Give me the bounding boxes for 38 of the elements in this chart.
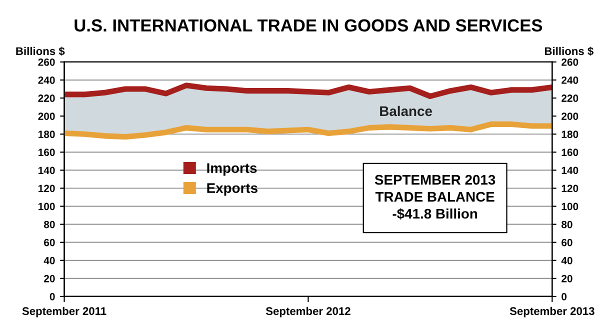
y2-tick-label: 100 <box>562 202 578 210</box>
y-tick-label: 180 <box>38 130 55 138</box>
x-tick-label: September 2011 <box>22 306 106 318</box>
chart-title: U.S. INTERNATIONAL TRADE IN GOODS AND SERVICES <box>74 19 542 32</box>
legend-label: Imports <box>207 163 257 176</box>
y-tick-label: 60 <box>44 238 55 246</box>
x-tick-label: September 2013 <box>510 306 594 318</box>
y2-tick-label: 40 <box>561 256 572 264</box>
y-tick-label: 40 <box>44 256 55 264</box>
annotation: Balance <box>380 106 432 116</box>
y2-tick-label: 60 <box>562 238 572 246</box>
y2-tick-label: 180 <box>562 130 578 138</box>
y2-tick-label: 0 <box>562 292 567 300</box>
y2-tick-label: 20 <box>562 274 572 282</box>
y-tick-label: 80 <box>44 220 55 228</box>
y-tick-label: 140 <box>38 166 55 174</box>
y2-tick-label: 160 <box>562 148 578 156</box>
y2-tick-label: 240 <box>562 76 578 84</box>
y2-tick-label: 80 <box>562 220 572 228</box>
y2-axis-title: Billions $ <box>544 46 594 56</box>
y-tick-label: 100 <box>38 202 55 210</box>
y-tick-label: 200 <box>38 112 55 120</box>
y2-tick-label: 200 <box>562 112 578 120</box>
y-tick-label: 0 <box>50 292 55 300</box>
legend-label: Exports <box>207 183 258 196</box>
y-axis-title: Billions $ <box>16 46 65 56</box>
y-tick-label: 260 <box>38 58 55 66</box>
x-tick-label: September 2012 <box>266 306 350 318</box>
y-tick-label: 240 <box>38 76 55 84</box>
y2-tick-label: 140 <box>562 166 578 174</box>
y2-tick-label: 220 <box>562 94 578 102</box>
annotation: SEPTEMBER 2013 TRADE BALANCE -$41.8 Billion <box>374 174 496 220</box>
y-tick-label: 220 <box>38 94 55 102</box>
y-tick-label: 160 <box>38 148 55 156</box>
y-tick-label: 20 <box>44 274 55 282</box>
y2-tick-label: 260 <box>562 58 578 66</box>
y-tick-label: 120 <box>38 184 55 192</box>
y2-tick-label: 120 <box>562 184 578 192</box>
